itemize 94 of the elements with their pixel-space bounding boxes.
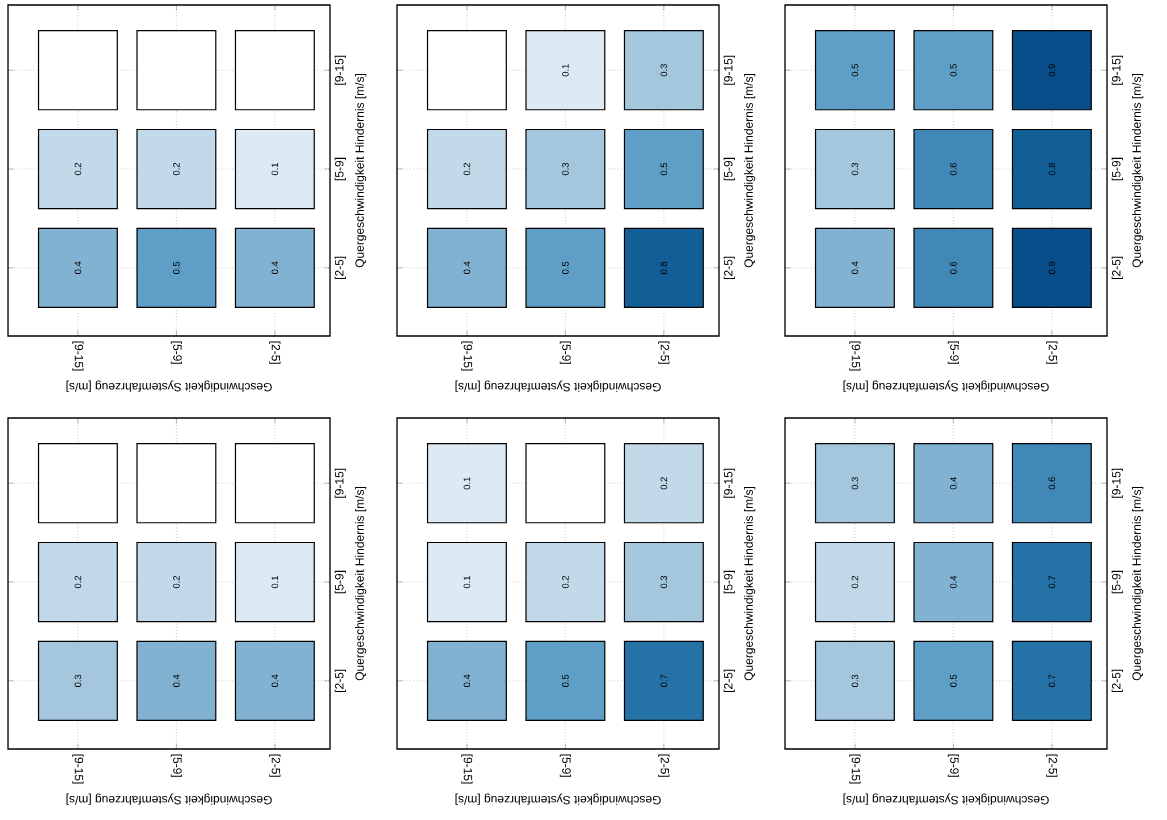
- x-tick-label: [5-9]: [947, 341, 959, 364]
- x-tick-label: [2-5]: [658, 341, 670, 364]
- x-tick-label: [9-15]: [849, 341, 861, 371]
- data-label: 0.9: [1048, 64, 1056, 77]
- y-tick-label: [5-9]: [334, 157, 346, 181]
- x-axis-title: Geschwindigkeit Systemfahrzeug [m/s]: [843, 793, 1049, 805]
- y-tick-label: [9-15]: [1111, 468, 1123, 498]
- y-tick-label: [9-15]: [1111, 55, 1123, 85]
- x-tick-label: [9-15]: [72, 754, 84, 784]
- data-label: 0.5: [950, 64, 957, 77]
- x-tick-label: [2-5]: [269, 754, 281, 777]
- y-axis-title: Quergeschwindigkeit Hindernis [m/s]: [1132, 74, 1144, 268]
- data-label: 0.6: [950, 162, 957, 176]
- y-tick-label: [2-5]: [723, 669, 735, 692]
- data-label: 0.1: [562, 64, 569, 77]
- y-tick-label: [2-5]: [1111, 669, 1123, 692]
- data-label: 0.7: [660, 674, 668, 687]
- data-label: 0.3: [660, 64, 668, 77]
- data-label: 0.4: [950, 575, 957, 589]
- data-label: 0.4: [173, 674, 180, 687]
- data-label: 0.7: [1048, 575, 1056, 589]
- data-label: 0.8: [660, 261, 668, 274]
- data-label: 0.5: [851, 64, 859, 77]
- x-tick-label: [9-15]: [461, 341, 473, 371]
- x-axis-title: Geschwindigkeit Systemfahrzeug [m/s]: [455, 793, 661, 805]
- y-tick-label: [2-5]: [723, 256, 735, 279]
- y-tick-label: [9-15]: [723, 55, 735, 85]
- data-label: 0.5: [562, 261, 569, 274]
- data-label: 0.2: [660, 477, 668, 490]
- y-tick-label: [5-9]: [723, 157, 735, 181]
- x-tick-label: [5-9]: [170, 754, 182, 777]
- data-label: 0.2: [851, 575, 859, 589]
- y-axis-title: Quergeschwindigkeit Hindernis [m/s]: [1132, 487, 1144, 681]
- x-tick-label: [5-9]: [559, 341, 571, 364]
- data-label: 0.1: [463, 477, 471, 490]
- y-tick-label: [9-15]: [334, 55, 346, 85]
- y-tick-label: [2-5]: [334, 256, 346, 279]
- y-tick-label: [5-9]: [1111, 570, 1123, 594]
- y-tick-label: [5-9]: [723, 570, 735, 594]
- y-tick-label: [5-9]: [334, 570, 346, 594]
- data-label: 0.4: [463, 261, 471, 274]
- data-label: 0.6: [950, 261, 957, 274]
- data-label: 0.7: [1048, 674, 1056, 687]
- data-label: 0.2: [463, 162, 471, 176]
- data-label: 0.5: [173, 261, 180, 274]
- y-axis-title: Quergeschwindigkeit Hindernis [m/s]: [744, 74, 756, 268]
- y-tick-label: [5-9]: [1111, 157, 1123, 181]
- x-axis-title: Geschwindigkeit Systemfahrzeug [m/s]: [66, 380, 272, 392]
- data-label: 0.3: [851, 162, 859, 176]
- data-label: 0.4: [851, 261, 859, 274]
- x-axis-title: Geschwindigkeit Systemfahrzeug [m/s]: [455, 380, 661, 392]
- data-label: 0.4: [271, 261, 279, 274]
- data-label: 0.4: [271, 674, 279, 687]
- data-label: 0.3: [660, 575, 668, 589]
- data-label: 0.1: [463, 575, 471, 589]
- data-label: 0.3: [562, 162, 569, 176]
- y-axis-title: Quergeschwindigkeit Hindernis [m/s]: [355, 487, 367, 681]
- y-tick-label: [2-5]: [334, 669, 346, 692]
- data-label: 0.4: [950, 477, 957, 490]
- x-tick-label: [2-5]: [658, 754, 670, 777]
- data-label: 0.2: [562, 575, 569, 589]
- x-tick-label: [5-9]: [559, 754, 571, 777]
- data-label: 0.1: [271, 162, 279, 176]
- data-label: 0.4: [74, 261, 82, 274]
- y-tick-label: [9-15]: [723, 468, 735, 498]
- data-label: 0.4: [463, 674, 471, 687]
- x-tick-label: [2-5]: [1046, 341, 1058, 364]
- data-label: 0.1: [271, 575, 279, 589]
- y-tick-label: [9-15]: [334, 468, 346, 498]
- data-label: 0.5: [660, 162, 668, 176]
- data-label: 0.5: [950, 674, 957, 687]
- x-tick-label: [9-15]: [849, 754, 861, 784]
- x-tick-label: [9-15]: [72, 341, 84, 371]
- x-tick-label: [2-5]: [1046, 754, 1058, 777]
- x-tick-label: [5-9]: [947, 754, 959, 777]
- data-label: 0.5: [562, 674, 569, 687]
- data-label: 0.2: [173, 162, 180, 176]
- x-tick-label: [2-5]: [269, 341, 281, 364]
- data-label: 0.3: [851, 674, 859, 687]
- y-axis-title: Quergeschwindigkeit Hindernis [m/s]: [355, 74, 367, 268]
- x-tick-label: [9-15]: [461, 754, 473, 784]
- y-tick-label: [2-5]: [1111, 256, 1123, 279]
- x-axis-title: Geschwindigkeit Systemfahrzeug [m/s]: [843, 380, 1049, 392]
- data-label: 0.3: [74, 674, 82, 687]
- data-label: 0.6: [1048, 477, 1056, 490]
- data-label: 0.2: [74, 162, 82, 176]
- data-label: 0.2: [173, 575, 180, 589]
- x-axis-title: Geschwindigkeit Systemfahrzeug [m/s]: [66, 793, 272, 805]
- data-label: 0.2: [74, 575, 82, 589]
- data-label: 0.9: [1048, 261, 1056, 274]
- data-label: 0.3: [851, 477, 859, 490]
- data-label: 0.8: [1048, 162, 1056, 176]
- y-axis-title: Quergeschwindigkeit Hindernis [m/s]: [744, 487, 756, 681]
- x-tick-label: [5-9]: [170, 341, 182, 364]
